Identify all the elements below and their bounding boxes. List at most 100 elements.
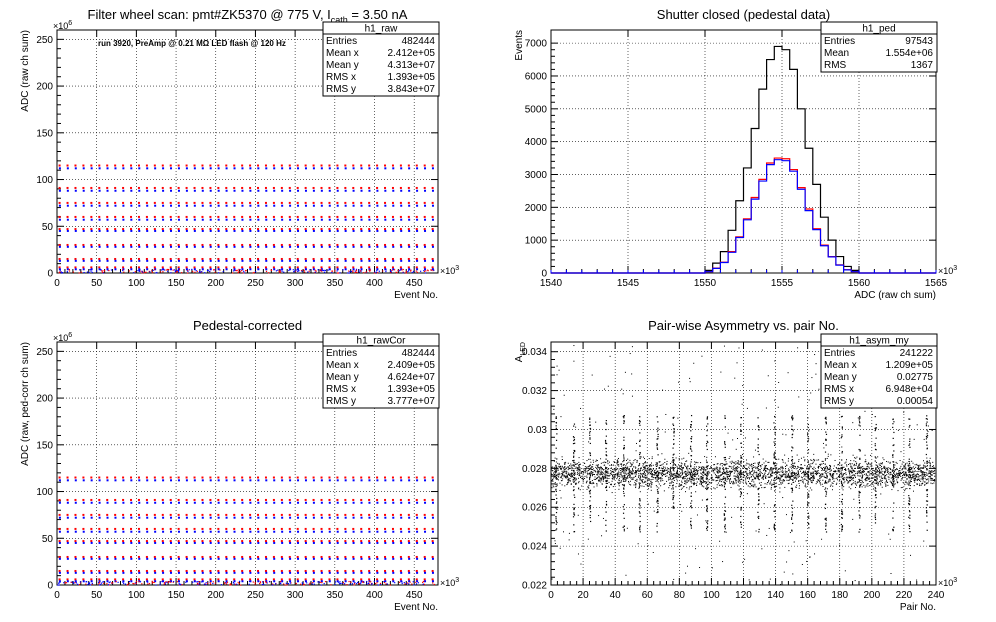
data-point	[877, 471, 879, 473]
y-tick-label: 100	[36, 175, 53, 186]
data-point	[423, 498, 426, 501]
data-point	[304, 530, 307, 533]
data-point	[392, 479, 395, 482]
x-tick-label: 300	[287, 278, 304, 289]
data-point	[559, 473, 561, 475]
data-point	[312, 578, 315, 581]
data-point	[280, 578, 283, 581]
data-point	[745, 470, 747, 472]
x-tick-label: 160	[799, 590, 816, 601]
data-point	[161, 580, 163, 583]
data-point	[617, 461, 619, 463]
data-point	[749, 470, 751, 472]
data-point	[762, 476, 764, 478]
data-point	[336, 167, 339, 170]
data-point	[627, 469, 629, 471]
data-point	[272, 476, 275, 479]
data-point	[90, 164, 93, 167]
data-point	[273, 167, 276, 170]
data-point	[209, 569, 212, 572]
data-point	[66, 245, 69, 248]
data-point	[765, 477, 767, 479]
data-point	[98, 243, 101, 246]
data-point	[344, 555, 347, 558]
data-point	[407, 270, 409, 273]
data-point	[816, 481, 818, 483]
data-point	[837, 471, 839, 473]
data-point	[742, 453, 744, 455]
data-point	[893, 484, 895, 486]
data-point	[627, 458, 629, 460]
data-point	[138, 270, 140, 272]
data-point	[431, 201, 434, 204]
data-point	[304, 189, 307, 192]
data-point	[648, 469, 650, 471]
data-point	[629, 480, 631, 482]
data-point	[803, 471, 805, 473]
data-point	[678, 474, 680, 476]
data-point	[170, 189, 173, 192]
data-point	[582, 478, 584, 480]
data-point	[237, 271, 239, 274]
data-point	[648, 458, 650, 460]
stats-key: RMS x	[326, 384, 356, 395]
data-point	[868, 463, 870, 465]
data-point	[169, 266, 172, 269]
data-point	[699, 469, 701, 471]
data-point	[98, 581, 100, 584]
x-axis-label: Event No.	[394, 290, 438, 301]
data-point	[729, 482, 731, 484]
data-point	[933, 479, 935, 481]
data-point	[161, 257, 164, 260]
data-point	[865, 468, 867, 470]
data-point	[729, 471, 731, 473]
data-point	[344, 259, 347, 262]
data-point	[702, 478, 704, 480]
data-point	[66, 201, 69, 204]
data-point	[559, 466, 561, 468]
y-multiplier: ×106	[53, 20, 72, 31]
data-point	[383, 581, 386, 584]
data-point	[929, 462, 931, 464]
data-point	[177, 229, 180, 232]
data-point	[656, 465, 658, 467]
data-point	[556, 466, 558, 468]
data-point	[368, 479, 371, 482]
data-point	[145, 569, 148, 572]
data-point	[233, 571, 236, 574]
data-point	[811, 474, 813, 476]
data-point	[66, 189, 69, 192]
data-point	[700, 462, 702, 464]
data-point	[683, 486, 685, 488]
data-point	[193, 201, 196, 204]
data-point	[650, 485, 652, 487]
data-point	[82, 259, 85, 262]
data-point	[74, 243, 77, 246]
data-point	[304, 557, 307, 560]
data-point	[705, 473, 707, 475]
chart-title-main: Filter wheel scan: pmt#ZK5370 @ 775 V, I	[88, 7, 331, 22]
data-point	[98, 229, 101, 232]
data-point	[736, 463, 738, 465]
data-point	[385, 270, 387, 273]
data-point	[931, 471, 933, 473]
data-point	[680, 476, 682, 478]
data-point	[704, 481, 706, 483]
data-point	[625, 469, 627, 471]
data-point	[855, 476, 857, 478]
data-point	[66, 557, 69, 560]
data-point	[155, 584, 157, 586]
data-point	[865, 468, 867, 470]
data-point	[368, 266, 371, 269]
data-point	[225, 167, 228, 170]
data-point	[829, 480, 831, 482]
data-point	[315, 270, 317, 272]
data-point	[98, 268, 101, 271]
data-point	[108, 581, 110, 584]
data-point	[98, 215, 101, 218]
data-point	[170, 245, 173, 248]
data-point	[623, 456, 625, 458]
data-point	[673, 479, 675, 481]
data-point	[169, 228, 172, 231]
data-marks	[58, 164, 435, 274]
